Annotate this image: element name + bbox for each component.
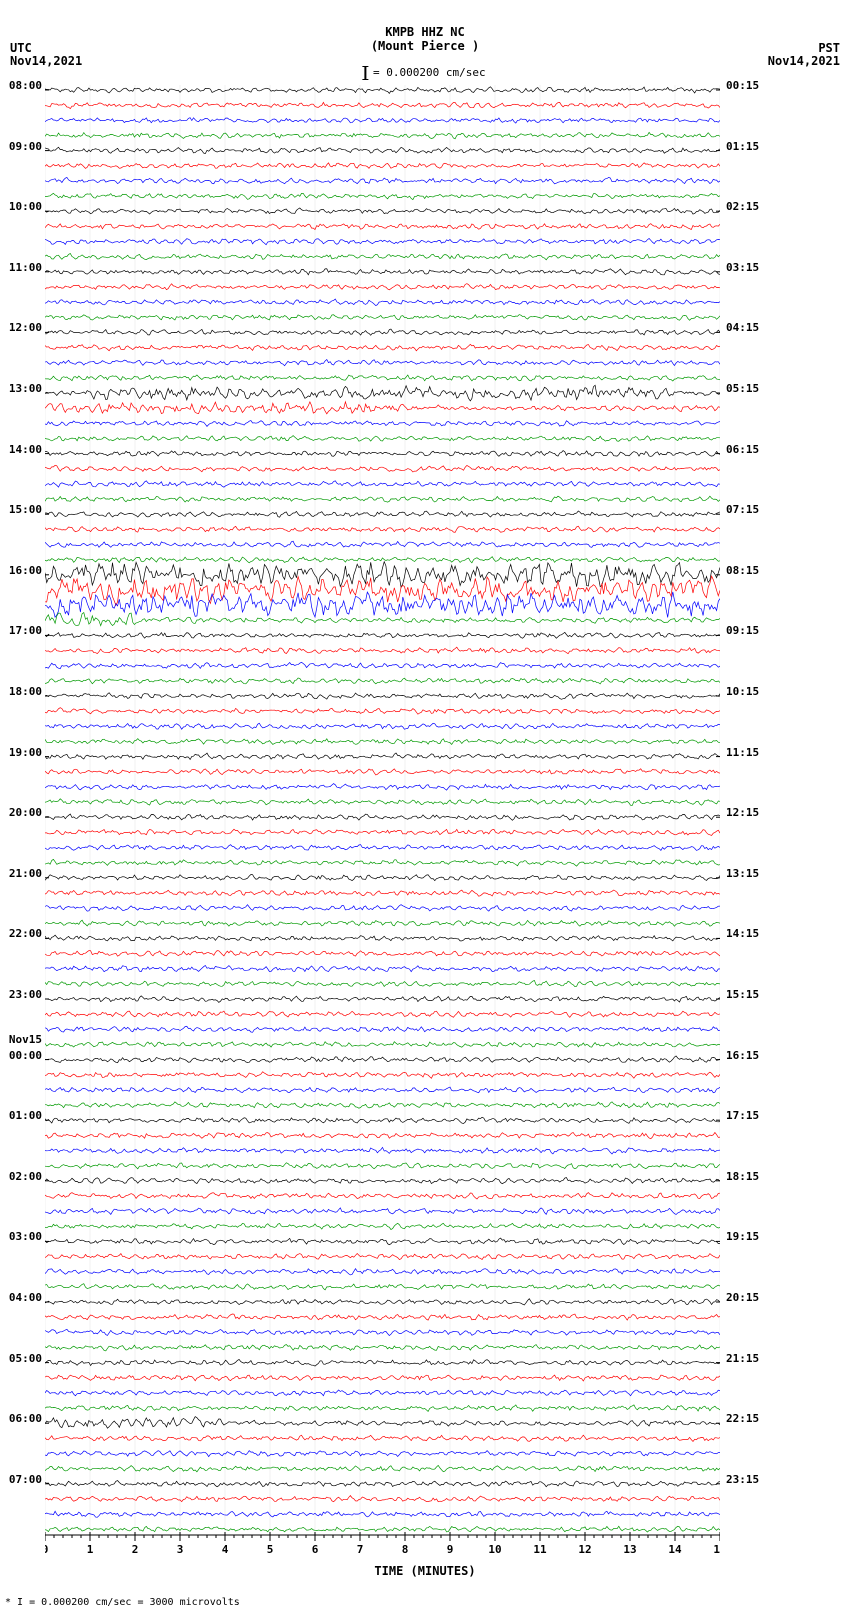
utc-date: Nov14,2021: [10, 55, 82, 68]
pst-corner: PST Nov14,2021: [768, 42, 840, 68]
svg-text:8: 8: [402, 1543, 409, 1556]
pst-time-label: 22:15: [726, 1412, 759, 1425]
pst-time-label: 20:15: [726, 1291, 759, 1304]
utc-time-label: 23:00: [9, 988, 42, 1001]
pst-time-label: 09:15: [726, 624, 759, 637]
utc-time-label: 09:00: [9, 140, 42, 153]
svg-text:2: 2: [132, 1543, 139, 1556]
svg-text:1: 1: [87, 1543, 94, 1556]
utc-time-label: 19:00: [9, 746, 42, 759]
scale-indicator: = 0.000200 cm/sec: [364, 66, 485, 80]
utc-time-label: 04:00: [9, 1291, 42, 1304]
station-location: (Mount Pierce ): [0, 39, 850, 53]
pst-time-label: 08:15: [726, 564, 759, 577]
pst-time-label: 05:15: [726, 382, 759, 395]
pst-time-label: 19:15: [726, 1230, 759, 1243]
svg-text:9: 9: [447, 1543, 454, 1556]
svg-text:13: 13: [623, 1543, 636, 1556]
utc-time-label: 15:00: [9, 503, 42, 516]
pst-time-label: 16:15: [726, 1049, 759, 1062]
pst-date: Nov14,2021: [768, 55, 840, 68]
station-code: KMPB HHZ NC: [0, 25, 850, 39]
utc-time-label: 12:00: [9, 321, 42, 334]
x-axis: 0123456789101112131415: [45, 1533, 720, 1558]
seismogram-container: KMPB HHZ NC (Mount Pierce ) = 0.000200 c…: [0, 0, 850, 1613]
utc-time-label: 07:00: [9, 1473, 42, 1486]
svg-text:15: 15: [713, 1543, 720, 1556]
utc-time-label: 20:00: [9, 806, 42, 819]
utc-time-label: 17:00: [9, 624, 42, 637]
x-axis-label: TIME (MINUTES): [0, 1564, 850, 1578]
pst-time-label: 06:15: [726, 443, 759, 456]
pst-time-label: 17:15: [726, 1109, 759, 1122]
utc-time-label: 14:00: [9, 443, 42, 456]
svg-text:5: 5: [267, 1543, 274, 1556]
pst-time-label: 10:15: [726, 685, 759, 698]
svg-text:10: 10: [488, 1543, 501, 1556]
seismogram-svg: [45, 85, 720, 1540]
utc-time-label: 03:00: [9, 1230, 42, 1243]
svg-text:6: 6: [312, 1543, 319, 1556]
seismogram-plot: [45, 85, 720, 1540]
pst-time-label: 23:15: [726, 1473, 759, 1486]
pst-time-label: 00:15: [726, 79, 759, 92]
pst-time-label: 14:15: [726, 927, 759, 940]
svg-text:12: 12: [578, 1543, 591, 1556]
footnote: * I = 0.000200 cm/sec = 3000 microvolts: [5, 1597, 240, 1608]
pst-time-label: 13:15: [726, 867, 759, 880]
pst-time-label: 04:15: [726, 321, 759, 334]
chart-header: KMPB HHZ NC (Mount Pierce ): [0, 25, 850, 53]
pst-time-label: 18:15: [726, 1170, 759, 1183]
utc-time-label: 05:00: [9, 1352, 42, 1365]
svg-text:11: 11: [533, 1543, 547, 1556]
pst-time-label: 02:15: [726, 200, 759, 213]
svg-text:4: 4: [222, 1543, 229, 1556]
utc-time-label: 08:00: [9, 79, 42, 92]
pst-time-label: 03:15: [726, 261, 759, 274]
svg-text:3: 3: [177, 1543, 184, 1556]
pst-time-label: 07:15: [726, 503, 759, 516]
utc-time-label: 11:00: [9, 261, 42, 274]
pst-time-label: 15:15: [726, 988, 759, 1001]
utc-time-label: 16:00: [9, 564, 42, 577]
pst-time-label: 21:15: [726, 1352, 759, 1365]
utc-time-label: 22:00: [9, 927, 42, 940]
x-axis-svg: 0123456789101112131415: [45, 1533, 720, 1558]
pst-time-label: 11:15: [726, 746, 759, 759]
utc-time-labels: 08:0009:0010:0011:0012:0013:0014:0015:00…: [0, 85, 44, 1540]
utc-time-label: 02:00: [9, 1170, 42, 1183]
utc-corner: UTC Nov14,2021: [10, 42, 82, 68]
svg-text:0: 0: [45, 1543, 48, 1556]
utc-time-label: 06:00: [9, 1412, 42, 1425]
utc-time-label: 00:00: [9, 1049, 42, 1062]
pst-time-label: 12:15: [726, 806, 759, 819]
svg-text:7: 7: [357, 1543, 364, 1556]
utc-time-label: 01:00: [9, 1109, 42, 1122]
utc-time-label: 10:00: [9, 200, 42, 213]
utc-time-label: 13:00: [9, 382, 42, 395]
utc-time-label: Nov15: [9, 1033, 42, 1046]
pst-time-label: 01:15: [726, 140, 759, 153]
pst-time-labels: 00:1501:1502:1503:1504:1505:1506:1507:15…: [724, 85, 768, 1540]
utc-time-label: 18:00: [9, 685, 42, 698]
utc-time-label: 21:00: [9, 867, 42, 880]
svg-text:14: 14: [668, 1543, 682, 1556]
scale-text: = 0.000200 cm/sec: [373, 66, 486, 79]
